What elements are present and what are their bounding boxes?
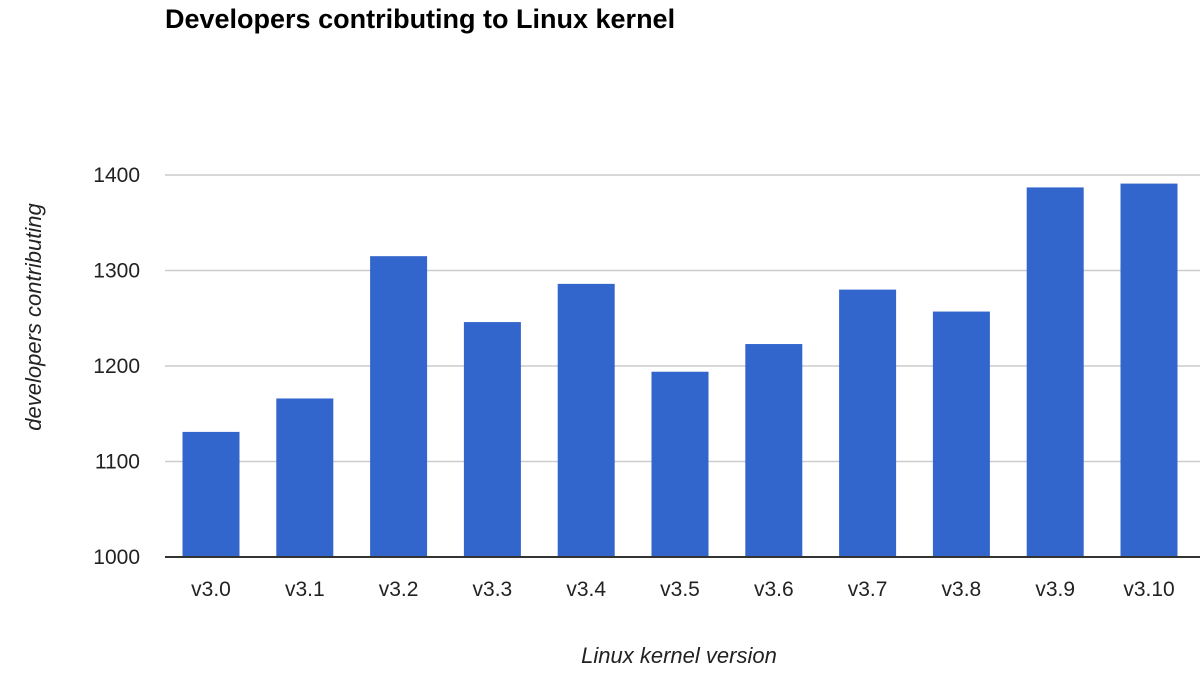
x-tick-label: v3.4 bbox=[566, 578, 606, 601]
y-tick-label: 1100 bbox=[95, 451, 140, 474]
x-tick-label: v3.3 bbox=[473, 578, 513, 601]
x-tick-labels: v3.0 v3.1 v3.2 v3.3 v3.4 v3.5 v3.6 v3.7 v3.8 v3.9… bbox=[191, 578, 1175, 601]
x-tick-label: v3.6 bbox=[754, 578, 794, 601]
x-tick-label: v3.8 bbox=[942, 578, 982, 601]
bar-v3-1 bbox=[276, 398, 334, 557]
x-tick-label: v3.7 bbox=[848, 578, 888, 601]
x-tick-label: v3.9 bbox=[1035, 578, 1075, 601]
y-tick-labels: 1000 1100 1200 1300 1400 bbox=[93, 164, 140, 569]
x-tick-label: v3.0 bbox=[191, 578, 231, 601]
bar-v3-8 bbox=[932, 311, 990, 557]
y-tick-label: 1200 bbox=[93, 355, 140, 378]
bar-v3-7 bbox=[839, 289, 897, 557]
x-tick-label: v3.2 bbox=[379, 578, 419, 601]
bar-v3-3 bbox=[463, 322, 521, 557]
y-axis-title: developers contributing bbox=[21, 203, 46, 431]
x-axis-title: Linux kernel version bbox=[581, 643, 777, 668]
bars bbox=[182, 183, 1178, 558]
bar-v3-6 bbox=[745, 344, 803, 557]
chart-title: Developers contributing to Linux kernel bbox=[165, 4, 676, 34]
y-tick-label: 1300 bbox=[93, 260, 140, 283]
bar-v3-5 bbox=[651, 371, 709, 557]
y-tick-label: 1400 bbox=[93, 164, 140, 187]
y-tick-label: 1000 bbox=[93, 546, 140, 569]
bar-v3-9 bbox=[1026, 187, 1084, 558]
x-tick-label: v3.10 bbox=[1123, 578, 1174, 601]
bar-v3-0 bbox=[182, 431, 240, 557]
bar-v3-2 bbox=[370, 256, 428, 557]
bar-v3-10 bbox=[1120, 183, 1178, 557]
x-tick-label: v3.1 bbox=[285, 578, 325, 601]
bar-v3-4 bbox=[557, 283, 615, 557]
x-tick-label: v3.5 bbox=[660, 578, 700, 601]
